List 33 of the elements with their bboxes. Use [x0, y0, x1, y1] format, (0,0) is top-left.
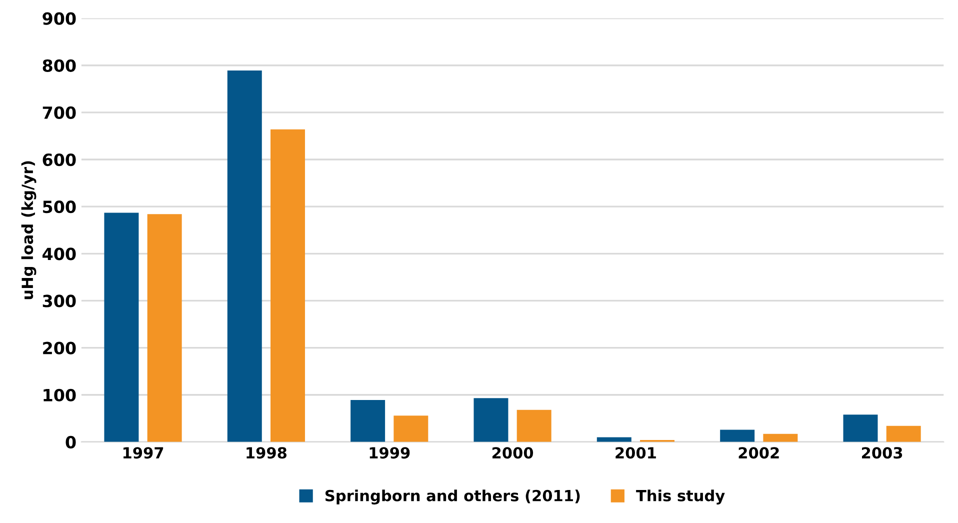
bar — [843, 414, 878, 442]
y-tick-label: 300 — [42, 294, 76, 308]
y-tick-label: 600 — [42, 153, 76, 166]
y-tick-label: 800 — [42, 59, 76, 72]
y-tick-label: 200 — [43, 342, 76, 354]
x-tick-label: 2000 — [492, 447, 534, 459]
bar — [147, 214, 182, 442]
bar — [227, 70, 262, 442]
bar — [720, 430, 755, 442]
bar — [104, 212, 139, 442]
bar — [886, 426, 921, 442]
x-tick-label: 1998 — [246, 447, 286, 459]
x-tick-label: 1999 — [370, 447, 410, 459]
bar — [394, 416, 428, 442]
bar — [763, 434, 798, 442]
y-tick-label: 500 — [43, 200, 76, 214]
x-tick-label: 1997 — [123, 447, 164, 459]
bar — [350, 400, 386, 442]
bar — [516, 410, 552, 442]
y-tick-label: 900 — [42, 12, 76, 25]
legend-label: This study — [636, 490, 725, 504]
x-tick-label: 2003 — [862, 447, 902, 459]
legend-label: Springborn and others (2011) — [326, 490, 580, 504]
bar — [474, 398, 508, 442]
x-tick-label: 2001 — [616, 447, 656, 459]
x-tick-label: 2002 — [738, 447, 779, 459]
y-tick-label: 400 — [42, 248, 76, 260]
y-axis-title: uHg load (kg/yr) — [21, 161, 36, 300]
y-tick-label: 0 — [66, 436, 76, 449]
bar — [270, 129, 305, 442]
y-tick-label: 100 — [44, 388, 76, 402]
y-tick-label: 700 — [42, 106, 76, 120]
bar — [596, 437, 632, 442]
